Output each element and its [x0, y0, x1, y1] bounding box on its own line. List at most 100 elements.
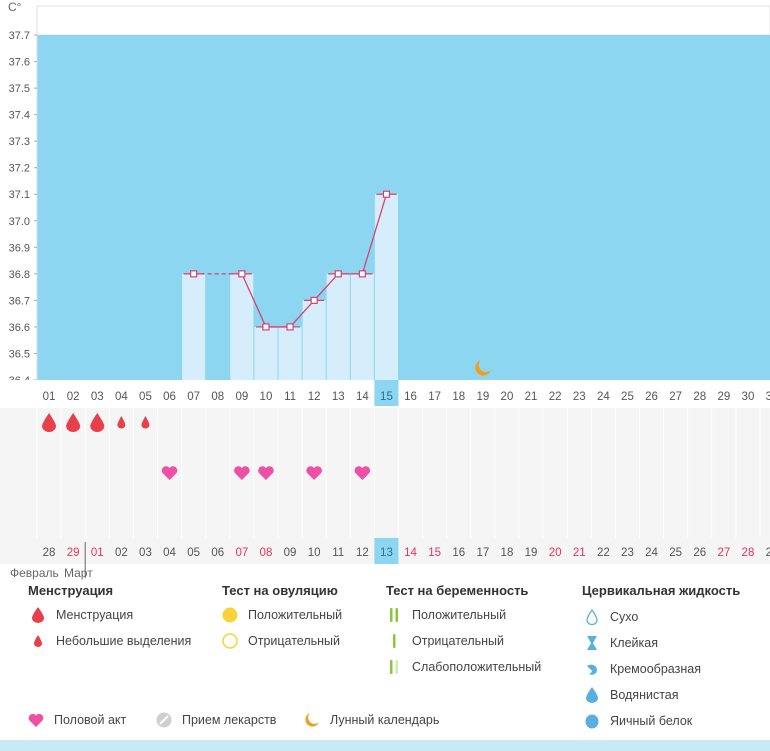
cycle-day-label: 05	[139, 391, 152, 403]
y-tick-label: 37.5	[9, 83, 30, 95]
drop-big-icon	[30, 607, 46, 623]
month-label-march: Март	[64, 566, 93, 580]
legend-pregnancy-weak: Слабоположительный	[386, 659, 541, 675]
legend-spotting: Небольшие выделения	[30, 633, 191, 649]
cycle-day-label: 21	[525, 391, 538, 403]
legend-spotting-label: Небольшие выделения	[56, 634, 192, 648]
calendar-date-label: 09	[284, 547, 297, 559]
cycle-day-label: 09	[235, 391, 248, 403]
temperature-point	[358, 270, 366, 278]
cycle-day-label: 07	[187, 391, 200, 403]
legend-cervical-title: Цервикальная жидкость	[582, 583, 741, 598]
y-tick-label: 37.6	[9, 57, 30, 69]
cycle-day-label: 18	[452, 391, 465, 403]
cycle-day-label: 06	[163, 391, 176, 403]
cycle-day-label: 10	[260, 391, 273, 403]
calendar-date-label: 25	[669, 547, 682, 559]
legend-cervical-dry-label: Сухо	[610, 610, 639, 624]
temperature-bar	[374, 194, 398, 380]
legend-cervical-sticky-label: Клейкая	[610, 636, 658, 650]
legend-ovulation-positive: Положительный	[222, 607, 342, 623]
cycle-day-label: 13	[332, 391, 345, 403]
cycle-day-label: 22	[549, 391, 562, 403]
calendar-date-label: 23	[621, 547, 634, 559]
spotting-drop	[141, 416, 150, 429]
calendar-date-highlight	[374, 538, 399, 564]
month-label-february: Февраль	[10, 566, 59, 580]
calendar-date-label: 15	[428, 547, 441, 559]
legend-pregnancy-negative-label: Отрицательный	[412, 634, 505, 648]
legend-menstruation-title: Менструация	[28, 583, 114, 598]
cycle-day-label: 03	[91, 391, 104, 403]
y-tick-label: 36.9	[9, 242, 30, 254]
y-tick-label: 36.7	[9, 295, 30, 307]
legend-medication: Прием лекарств	[156, 712, 276, 728]
calendar-date-label: 10	[308, 547, 321, 559]
calendar-date-label: 06	[211, 547, 224, 559]
calendar-date-label: 28	[742, 547, 755, 559]
temperature-point	[238, 270, 246, 278]
drop-outline-icon	[584, 609, 600, 625]
calendar-date-label: 08	[260, 547, 273, 559]
cycle-day-label: 28	[693, 391, 706, 403]
cycle-day-label: 08	[211, 391, 224, 403]
cycle-day-label: 23	[573, 391, 586, 403]
cycle-day-label: 31	[766, 391, 770, 403]
legend-medication-label: Прием лекарств	[182, 713, 277, 727]
cycle-day-label: 04	[115, 391, 128, 403]
plot-area	[37, 35, 770, 380]
calendar-date-label: 27	[717, 547, 730, 559]
calendar-date-label: 11	[332, 547, 344, 559]
legend: Менструация Менструация Небольшие выделе…	[0, 580, 770, 730]
legend-ovulation-title: Тест на овуляцию	[222, 583, 338, 598]
menstruation-drop	[90, 413, 105, 432]
menstruation-drop	[42, 413, 57, 432]
calendar-date-label: 18	[501, 547, 514, 559]
legend-pregnancy-title: Тест на беременность	[386, 583, 529, 598]
cycle-day-label: 19	[476, 391, 489, 403]
legend-menstruation-label: Менструация	[56, 608, 134, 622]
y-unit-label: C°	[8, 0, 22, 14]
temperature-bar	[278, 326, 302, 380]
intercourse-heart	[234, 466, 250, 480]
cycle-day-label: 17	[428, 391, 441, 403]
calendar-date-label: 14	[404, 547, 417, 559]
legend-cervical-watery: Водянистая	[584, 687, 679, 703]
cycle-day-label: 29	[717, 391, 730, 403]
cycle-day-label: 11	[284, 391, 296, 403]
temperature-point	[286, 323, 294, 331]
cycle-day-label: 20	[501, 391, 514, 403]
y-tick-label: 36.5	[9, 348, 30, 360]
calendar-date-label: 02	[115, 547, 128, 559]
legend-intercourse-label: Половой акт	[54, 713, 127, 727]
calendar-date-label: 20	[549, 547, 562, 559]
calendar-date-label: 16	[452, 547, 465, 559]
legend-ovulation-positive-label: Положительный	[248, 608, 343, 622]
legend-cervical-watery-label: Водянистая	[610, 688, 679, 702]
temperature-point	[190, 270, 198, 278]
cycle-day-label: 16	[404, 391, 417, 403]
y-tick-label: 37.0	[9, 216, 30, 228]
legend-cervical-eggwhite: Яичный белок	[584, 713, 692, 729]
intercourse-heart	[354, 466, 371, 480]
legend-cervical-eggwhite-label: Яичный белок	[610, 714, 693, 728]
y-tick-label: 37.7	[9, 30, 30, 42]
calendar-date-label: 22	[597, 547, 610, 559]
legend-cervical-creamy-label: Кремообразная	[610, 662, 701, 676]
y-tick-label: 37.1	[9, 189, 30, 201]
temperature-bar	[254, 326, 278, 380]
calendar-date-label: 29	[67, 547, 80, 559]
calendar-date-label: 24	[645, 547, 658, 559]
moon-icon	[475, 360, 491, 376]
intercourse-heart	[161, 466, 178, 480]
one-line-icon	[386, 633, 402, 649]
calendar-date-label: 26	[693, 547, 706, 559]
moon-icon	[304, 712, 320, 728]
y-tick-label: 37.3	[9, 136, 30, 148]
temperature-bar	[326, 273, 350, 380]
temperature-point	[310, 296, 318, 304]
creamy-icon	[584, 661, 600, 677]
temperature-line-segment	[241, 273, 267, 328]
menstruation-drop	[66, 413, 81, 432]
legend-intercourse: Половой акт	[28, 712, 126, 728]
